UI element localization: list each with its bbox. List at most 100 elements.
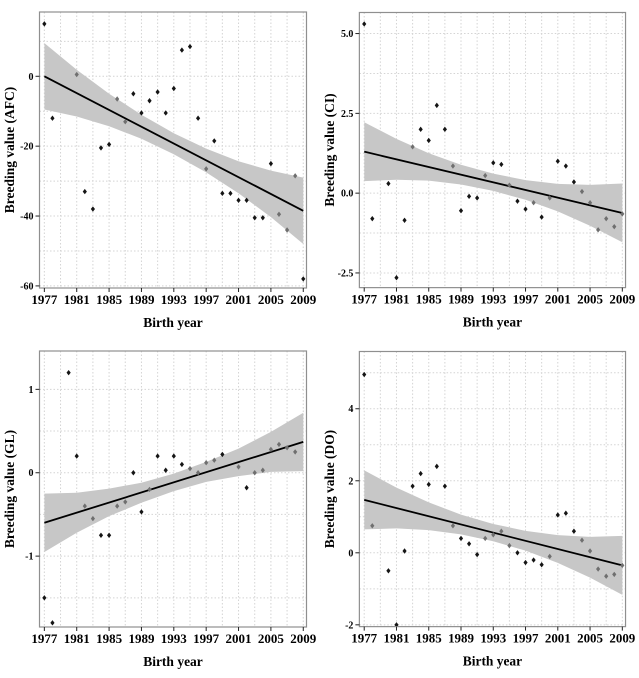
- data-point: [596, 227, 601, 233]
- data-point: [98, 145, 104, 151]
- data-point: [50, 620, 55, 626]
- data-point: [531, 200, 536, 206]
- x-tick-label: 2009: [609, 292, 635, 307]
- axis-ticks: [35, 388, 304, 631]
- trend-line: [43, 75, 304, 212]
- data-point: [426, 481, 431, 488]
- data-point: [458, 208, 464, 214]
- data-points: [362, 21, 625, 281]
- data-point: [284, 445, 290, 451]
- y-tick-label: 0: [29, 468, 34, 479]
- panel-afc: 1977 1981 1985 1989 1993 1997 2001 2005 2009 0 -20…: [0, 0, 320, 339]
- data-point: [434, 102, 439, 109]
- data-point: [555, 158, 560, 164]
- panel-ci-chart: 1977 1981 1985 1989 1993 1997 2001 2005 2009 5.0 2…: [320, 0, 639, 339]
- y-tick-label: 5.0: [341, 29, 353, 40]
- y-tick-labels: 5.0 2.5 0.0 -2.5: [338, 29, 354, 279]
- data-point: [418, 126, 423, 133]
- data-point: [82, 188, 87, 195]
- data-point: [115, 96, 120, 102]
- data-point: [284, 227, 290, 233]
- y-tick-label: 0: [29, 72, 34, 83]
- data-point: [499, 161, 504, 168]
- x-tick-label: 2001: [545, 631, 571, 646]
- data-point: [106, 141, 112, 148]
- y-tick-label: -2: [345, 620, 353, 631]
- trend-line: [364, 150, 623, 214]
- data-point: [171, 85, 176, 92]
- y-axis-title: Breeding value (AFC): [2, 87, 17, 214]
- data-point: [187, 465, 193, 472]
- data-points: [42, 21, 306, 282]
- data-point: [268, 160, 273, 167]
- data-point: [98, 532, 104, 538]
- x-tick-label: 1981: [64, 631, 90, 646]
- gridlines: [39, 351, 307, 627]
- data-point: [466, 541, 472, 547]
- data-point: [620, 562, 625, 569]
- x-tick-label: 1989: [128, 631, 155, 646]
- data-point: [499, 528, 504, 534]
- data-point: [147, 486, 152, 493]
- data-point: [620, 211, 625, 217]
- data-point: [212, 138, 217, 144]
- x-tick-label: 1981: [384, 631, 410, 646]
- data-point: [131, 470, 136, 476]
- data-point: [90, 515, 95, 522]
- x-tick-label: 1997: [193, 292, 220, 307]
- y-tick-label: -2.5: [338, 268, 354, 279]
- x-axis-title: Birth year: [143, 654, 203, 669]
- data-point: [147, 98, 152, 104]
- panel-ci: 1977 1981 1985 1989 1993 1997 2001 2005 2009 5.0 2…: [320, 0, 639, 339]
- data-point: [410, 483, 415, 489]
- x-tick-label: 2001: [545, 292, 571, 307]
- data-point: [515, 550, 520, 556]
- data-point: [268, 446, 273, 453]
- y-tick-labels: 0 -20 -40 -60: [20, 72, 33, 293]
- data-point: [42, 21, 47, 27]
- x-tick-label: 1985: [96, 292, 123, 307]
- trend-line: [44, 441, 304, 524]
- y-tick-label: 2: [348, 476, 353, 487]
- data-point: [90, 206, 95, 212]
- x-tick-label: 1977: [31, 631, 58, 646]
- x-tick-label: 1977: [31, 292, 58, 307]
- data-point: [418, 470, 423, 477]
- data-point: [252, 215, 257, 221]
- x-tick-labels: 1977 1981 1985 1989 1993 1997 2001 2005 2009: [31, 292, 316, 307]
- data-point: [612, 223, 617, 230]
- data-point: [394, 622, 399, 628]
- data-point: [362, 371, 367, 378]
- data-point: [195, 115, 201, 121]
- x-axis-title: Birth year: [463, 654, 522, 669]
- data-point: [155, 89, 160, 95]
- y-tick-labels: 4 2 0 -2: [345, 404, 353, 631]
- data-point: [596, 566, 601, 572]
- x-tick-label: 1997: [193, 631, 220, 646]
- x-tick-label: 1977: [351, 292, 377, 307]
- data-point: [179, 461, 184, 468]
- panel-border: [358, 11, 627, 289]
- x-tick-label: 1993: [480, 292, 506, 307]
- data-point: [171, 453, 176, 459]
- data-point: [293, 449, 298, 455]
- data-point: [179, 47, 184, 53]
- y-tick-label: -1: [25, 552, 33, 563]
- x-tick-label: 1985: [416, 631, 442, 646]
- x-tick-label: 1981: [64, 292, 90, 307]
- axis-ticks: [35, 75, 304, 292]
- data-point: [450, 163, 456, 169]
- data-point: [571, 528, 577, 534]
- y-axis-title: Breeding value (GL): [2, 430, 17, 548]
- data-point: [276, 211, 282, 217]
- data-point: [163, 110, 168, 116]
- data-point: [66, 369, 71, 376]
- data-point: [220, 451, 225, 458]
- data-point: [50, 115, 55, 121]
- data-point: [155, 453, 160, 459]
- data-point: [74, 71, 79, 78]
- data-point: [507, 182, 512, 188]
- data-point: [260, 215, 265, 221]
- data-point: [252, 470, 257, 476]
